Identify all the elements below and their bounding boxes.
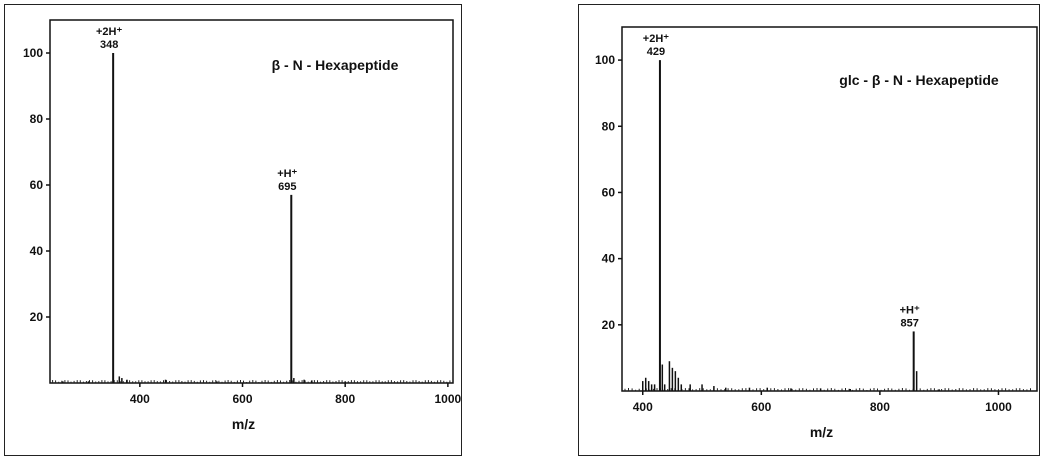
peak-mz-label: 429 xyxy=(647,46,665,58)
spectrum-panel-right: 20 40 60 80 100 400 600 800 1000 +2H⁺ 429 +H⁺ 857 glc… xyxy=(578,4,1040,456)
x-tick-label: 1000 xyxy=(435,392,461,406)
y-tick-label: 40 xyxy=(30,244,44,258)
mass-spectrum-chart-left: 20 40 60 80 100 400 600 800 1000 +2H⁺348 +H⁺695 β -… xyxy=(23,19,461,432)
x-tick-label: 800 xyxy=(870,400,890,414)
chart-title: β - N - Hexapeptide xyxy=(272,57,399,73)
y-tick-label: 100 xyxy=(23,46,43,60)
y-tick-label: 80 xyxy=(30,112,44,126)
chart-title: glc - β - N - Hexapeptide xyxy=(839,72,999,88)
y-tick-label: 100 xyxy=(595,53,615,67)
x-tick-label: 1000 xyxy=(985,400,1012,414)
peak-ion-label: +H⁺ xyxy=(277,168,297,180)
y-tick-label: 20 xyxy=(602,318,616,332)
y-tick-label: 60 xyxy=(602,185,616,199)
mass-spectrum-chart-right: 20 40 60 80 100 400 600 800 1000 +2H⁺429 +H⁺857 glc… xyxy=(595,26,1038,440)
baseline-noise xyxy=(52,380,451,383)
y-tick-label: 20 xyxy=(30,310,44,324)
peak-ion-label: +2H⁺ xyxy=(643,33,669,45)
x-tick-label: 600 xyxy=(233,392,253,406)
y-tick-label: 60 xyxy=(30,178,44,192)
peak-mz-label: 857 xyxy=(901,317,919,329)
plot-frame xyxy=(49,19,454,384)
baseline-noise xyxy=(624,388,1031,391)
x-tick-label: 800 xyxy=(335,392,355,406)
peak-mz-label: 695 xyxy=(278,181,296,193)
x-tick-label: 600 xyxy=(751,400,771,414)
plot-frame xyxy=(621,26,1038,392)
x-tick-label: 400 xyxy=(130,392,150,406)
x-tick-label: 400 xyxy=(633,400,653,414)
y-tick-label: 40 xyxy=(602,252,616,266)
peak-ion-label: +2H⁺ xyxy=(96,26,122,38)
spectrum-panel-left: 20 40 60 80 100 400 600 800 1000 +2H⁺ 348 +H⁺ 695 β -… xyxy=(4,4,462,456)
x-axis-label: m/z xyxy=(810,424,833,440)
peak-mz-label: 348 xyxy=(100,39,118,51)
y-tick-label: 80 xyxy=(602,119,616,133)
peak-ion-label: +H⁺ xyxy=(900,304,920,316)
x-axis-label: m/z xyxy=(232,416,255,432)
